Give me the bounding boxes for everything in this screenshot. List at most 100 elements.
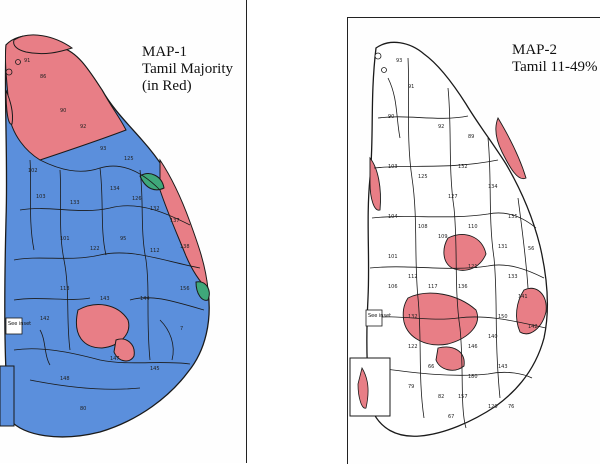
map-1-west-coast-region — [5, 89, 13, 125]
region-number-label: 132 — [458, 164, 468, 170]
region-number-label: 106 — [388, 284, 398, 290]
map-2-west-coast-band — [369, 156, 381, 211]
region-number-label: 122 — [408, 344, 418, 350]
region-number-label: 134 — [488, 184, 498, 190]
region-number-label: 133 — [70, 200, 80, 206]
map-2-caption: MAP-2 Tamil 11-49% — [512, 42, 597, 76]
region-number-label: 145 — [150, 366, 160, 372]
region-number-label: 90 — [60, 108, 66, 114]
region-number-label: 141 — [518, 294, 528, 300]
region-number-label: 108 — [418, 224, 428, 230]
region-number-label: 143 — [498, 364, 508, 370]
region-number-label: 150 — [498, 314, 508, 320]
region-number-label: 180 — [468, 374, 478, 380]
region-number-label: 156 — [180, 286, 190, 292]
map-1-island-dot — [15, 59, 21, 65]
region-number-label: 120 — [488, 404, 498, 410]
region-number-label: 125 — [418, 174, 428, 180]
region-number-label: 93 — [100, 146, 106, 152]
region-number-label: 90 — [388, 114, 394, 120]
region-number-label: 67 — [448, 414, 454, 420]
region-number-label: 91 — [24, 58, 30, 64]
map-1-green-region-east — [195, 281, 210, 301]
region-number-label: 103 — [36, 194, 46, 200]
region-number-label: 125 — [124, 156, 134, 162]
map-2-island-dot — [381, 67, 387, 73]
map-1-svg: See inset 91 86 90 92 93 102 103 133 134 125 126 13… — [0, 34, 210, 438]
map-2-svg: See inset 93 91 90 92 89 103 125 132 127 134 135 10… — [349, 41, 549, 437]
region-number-label: 135 — [508, 214, 518, 220]
region-number-label: 127 — [448, 194, 458, 200]
region-number-label: 117 — [428, 284, 438, 290]
region-number-label: 140 — [488, 334, 498, 340]
region-number-label: 79 — [408, 384, 414, 390]
region-number-label: 157 — [458, 394, 468, 400]
region-number-label: 148 — [60, 376, 70, 382]
region-number-label: 138 — [180, 244, 190, 250]
map-1-see-inset-box — [5, 317, 23, 335]
region-number-label: 102 — [28, 168, 38, 174]
map-2-subtitle: Tamil 11-49% — [512, 59, 598, 75]
map-2-region-numbers: 93 91 90 92 89 103 125 132 127 134 135 104 108 109 110… — [388, 58, 538, 420]
region-number-label: 110 — [468, 224, 478, 230]
region-number-label: 91 — [408, 84, 414, 90]
region-number-label: 109 — [438, 234, 448, 240]
map-1-region-numbers: 91 86 90 92 93 102 103 133 134 125 126 132 137 138 101… — [24, 58, 190, 412]
region-number-label: 92 — [438, 124, 444, 130]
map-1-district-boundaries — [13, 159, 205, 390]
region-number-label: 92 — [80, 124, 86, 130]
map-2-southern-band — [435, 346, 465, 371]
region-number-label: 132 — [408, 314, 418, 320]
region-number-label: 104 — [388, 214, 398, 220]
region-number-label: 142 — [40, 316, 50, 322]
map-2-east-band — [516, 287, 547, 335]
region-number-label: 137 — [170, 218, 180, 224]
region-number-label: 82 — [438, 394, 444, 400]
region-number-label: 66 — [428, 364, 434, 370]
map-2-title: MAP-2 — [512, 42, 558, 58]
region-number-label: 122 — [90, 246, 100, 252]
map-2-east-coast-band — [495, 116, 527, 180]
region-number-label: 144 — [140, 296, 150, 302]
region-number-label: 146 — [468, 344, 478, 350]
map-1-island-dot — [5, 68, 13, 76]
map-2-see-inset-label: See inset — [368, 313, 391, 319]
map-1-note: (in Red) — [142, 78, 192, 94]
map-2-see-inset-box — [365, 309, 383, 327]
region-number-label: 93 — [396, 58, 402, 64]
region-number-label: 86 — [40, 74, 46, 80]
region-number-label: 7 — [180, 326, 183, 332]
region-number-label: 101 — [388, 254, 398, 260]
region-number-label: 112 — [408, 274, 418, 280]
region-number-label: 136 — [458, 284, 468, 290]
map-1-south-central-region — [113, 338, 135, 362]
region-number-label: 131 — [498, 244, 508, 250]
map-1-jaffna-region — [13, 34, 74, 55]
region-number-label: 103 — [388, 164, 398, 170]
region-number-label: 95 — [120, 236, 126, 242]
region-number-label: 134 — [110, 186, 120, 192]
region-number-label: 112 — [150, 248, 160, 254]
region-number-label: 89 — [468, 134, 474, 140]
region-number-label: 133 — [508, 274, 518, 280]
region-number-label: 126 — [132, 196, 142, 202]
map-1-caption: MAP-1 Tamil Majority (in Red) — [142, 44, 233, 95]
region-number-label: 113 — [60, 286, 70, 292]
map-1-page: See inset 91 86 90 92 93 102 103 133 134 125 126 13… — [0, 0, 247, 463]
map-2-inset-box — [349, 357, 391, 417]
map-2-page: See inset 93 91 90 92 89 103 125 132 127 134 135 10… — [347, 17, 600, 464]
map-2-district-boundaries — [369, 57, 547, 429]
map-2-inset-region — [357, 366, 369, 409]
region-number-label: 132 — [150, 206, 160, 212]
map-1-title: MAP-1 — [142, 44, 188, 60]
region-number-label: 56 — [528, 246, 534, 252]
region-number-label: 101 — [60, 236, 70, 242]
map-1-subtitle: Tamil Majority — [142, 61, 234, 77]
map-2-island-dot — [374, 52, 382, 60]
region-number-label: 76 — [508, 404, 514, 410]
region-number-label: 142 — [528, 324, 538, 330]
region-number-label: 80 — [80, 406, 86, 412]
region-number-label: 143 — [100, 296, 110, 302]
region-number-label: 147 — [110, 356, 120, 362]
map-1-inset-box — [0, 365, 15, 427]
